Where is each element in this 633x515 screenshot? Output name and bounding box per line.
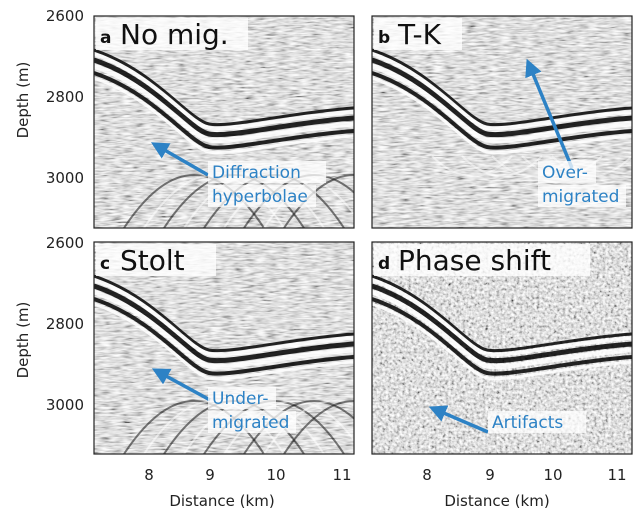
x-tick-label: 11 bbox=[332, 466, 351, 484]
y-tick-label: 2800 bbox=[46, 315, 84, 333]
reflector-band bbox=[94, 71, 354, 150]
reflector-band bbox=[94, 289, 354, 370]
panel-frame bbox=[371, 241, 633, 455]
panel-frame bbox=[371, 15, 633, 229]
reflector-band bbox=[372, 302, 632, 381]
reflector-band bbox=[372, 71, 632, 150]
reflector-band bbox=[372, 76, 632, 155]
reflector-band bbox=[94, 52, 354, 131]
x-axis-title-right: Distance (km) bbox=[444, 492, 549, 510]
y-ticks-top: 2600 2800 3000 bbox=[46, 7, 84, 187]
reflector-band bbox=[372, 289, 632, 370]
reflector-band bbox=[372, 278, 632, 357]
title-backdrop bbox=[374, 18, 462, 50]
y-ticks-bottom: 2600 2800 3000 bbox=[46, 234, 84, 414]
x-tick-label: 11 bbox=[607, 466, 626, 484]
panel-letter: c bbox=[100, 254, 110, 274]
panel-letter: a bbox=[100, 28, 111, 48]
y-tick-label: 3000 bbox=[46, 396, 84, 414]
reflector-band bbox=[94, 283, 354, 364]
y-axis-title-bottom: Depth (m) bbox=[14, 302, 32, 379]
y-tick-label: 3000 bbox=[46, 169, 84, 187]
reflector-band bbox=[372, 57, 632, 138]
reflector-band bbox=[372, 297, 632, 376]
x-tick-label: 8 bbox=[422, 466, 432, 484]
reflector-band bbox=[372, 274, 632, 353]
x-tick-label: 10 bbox=[543, 466, 562, 484]
y-axis-title-top: Depth (m) bbox=[14, 62, 32, 139]
x-tick-label: 9 bbox=[485, 466, 495, 484]
x-ticks-right: 8 9 10 11 bbox=[422, 466, 626, 484]
annotation-text: hyperbolae bbox=[212, 187, 308, 207]
annotation-text: Artifacts bbox=[492, 413, 563, 433]
annotation-backdrop bbox=[538, 185, 626, 207]
reflector-band bbox=[94, 302, 354, 381]
reflector-band bbox=[372, 52, 632, 131]
panel-a: a No mig. Diffraction hyperbolae bbox=[93, 15, 355, 229]
annotation-arrow bbox=[151, 368, 211, 402]
panel-c: c Stolt Under-migrated bbox=[93, 241, 355, 455]
seismic-image bbox=[372, 242, 632, 454]
reflector-band bbox=[94, 76, 354, 155]
x-tick-label: 8 bbox=[144, 466, 154, 484]
annotation-backdrop bbox=[208, 411, 296, 433]
panel-title: No mig. bbox=[120, 18, 229, 51]
annotation-text: Under- bbox=[212, 389, 269, 409]
reflector-band bbox=[94, 297, 354, 376]
annotation-arrow bbox=[525, 58, 574, 169]
panel-title: Phase shift bbox=[398, 244, 551, 277]
title-backdrop bbox=[374, 244, 590, 276]
annotation-text: Over- bbox=[542, 163, 588, 183]
annotation-backdrop bbox=[538, 161, 596, 183]
annotation-text: Diffraction bbox=[212, 163, 301, 183]
annotation-backdrop bbox=[488, 411, 586, 433]
reflector-band bbox=[372, 63, 632, 144]
annotation-text: migrated bbox=[212, 413, 289, 433]
title-backdrop bbox=[96, 18, 248, 50]
panel-d: d Phase shift Artifacts bbox=[371, 241, 633, 455]
reflector-band bbox=[94, 57, 354, 138]
y-tick-label: 2600 bbox=[46, 234, 84, 252]
annotation-backdrop bbox=[208, 387, 276, 409]
x-ticks-left: 8 9 10 11 bbox=[144, 466, 351, 484]
annotation-arrow bbox=[428, 405, 489, 434]
panel-letter: b bbox=[378, 28, 390, 48]
diffraction-hyperbola bbox=[283, 400, 354, 454]
reflector-band bbox=[94, 63, 354, 144]
annotation-backdrop bbox=[208, 185, 316, 207]
smile-artifact bbox=[461, 155, 543, 177]
annotation-backdrop bbox=[208, 161, 326, 183]
x-axis-title-left: Distance (km) bbox=[169, 492, 274, 510]
reflector-band bbox=[372, 283, 632, 364]
panel-title: T-K bbox=[397, 18, 442, 51]
annotation-arrow bbox=[150, 142, 209, 177]
smile-artifact bbox=[431, 155, 513, 177]
panel-frame bbox=[93, 241, 355, 455]
y-tick-label: 2800 bbox=[46, 88, 84, 106]
title-backdrop bbox=[96, 244, 216, 276]
panel-title: Stolt bbox=[120, 244, 185, 277]
x-tick-label: 10 bbox=[266, 466, 285, 484]
annotation-text: migrated bbox=[542, 187, 619, 207]
y-tick-label: 2600 bbox=[46, 7, 84, 25]
panel-b: b T-K Over-migrated bbox=[371, 15, 633, 229]
reflector-band bbox=[94, 274, 354, 353]
reflector-band bbox=[94, 278, 354, 357]
reflector-band bbox=[94, 48, 354, 127]
reflector-band bbox=[372, 48, 632, 127]
panel-frame bbox=[93, 15, 355, 229]
panel-letter: d bbox=[378, 254, 390, 274]
x-tick-label: 9 bbox=[205, 466, 215, 484]
